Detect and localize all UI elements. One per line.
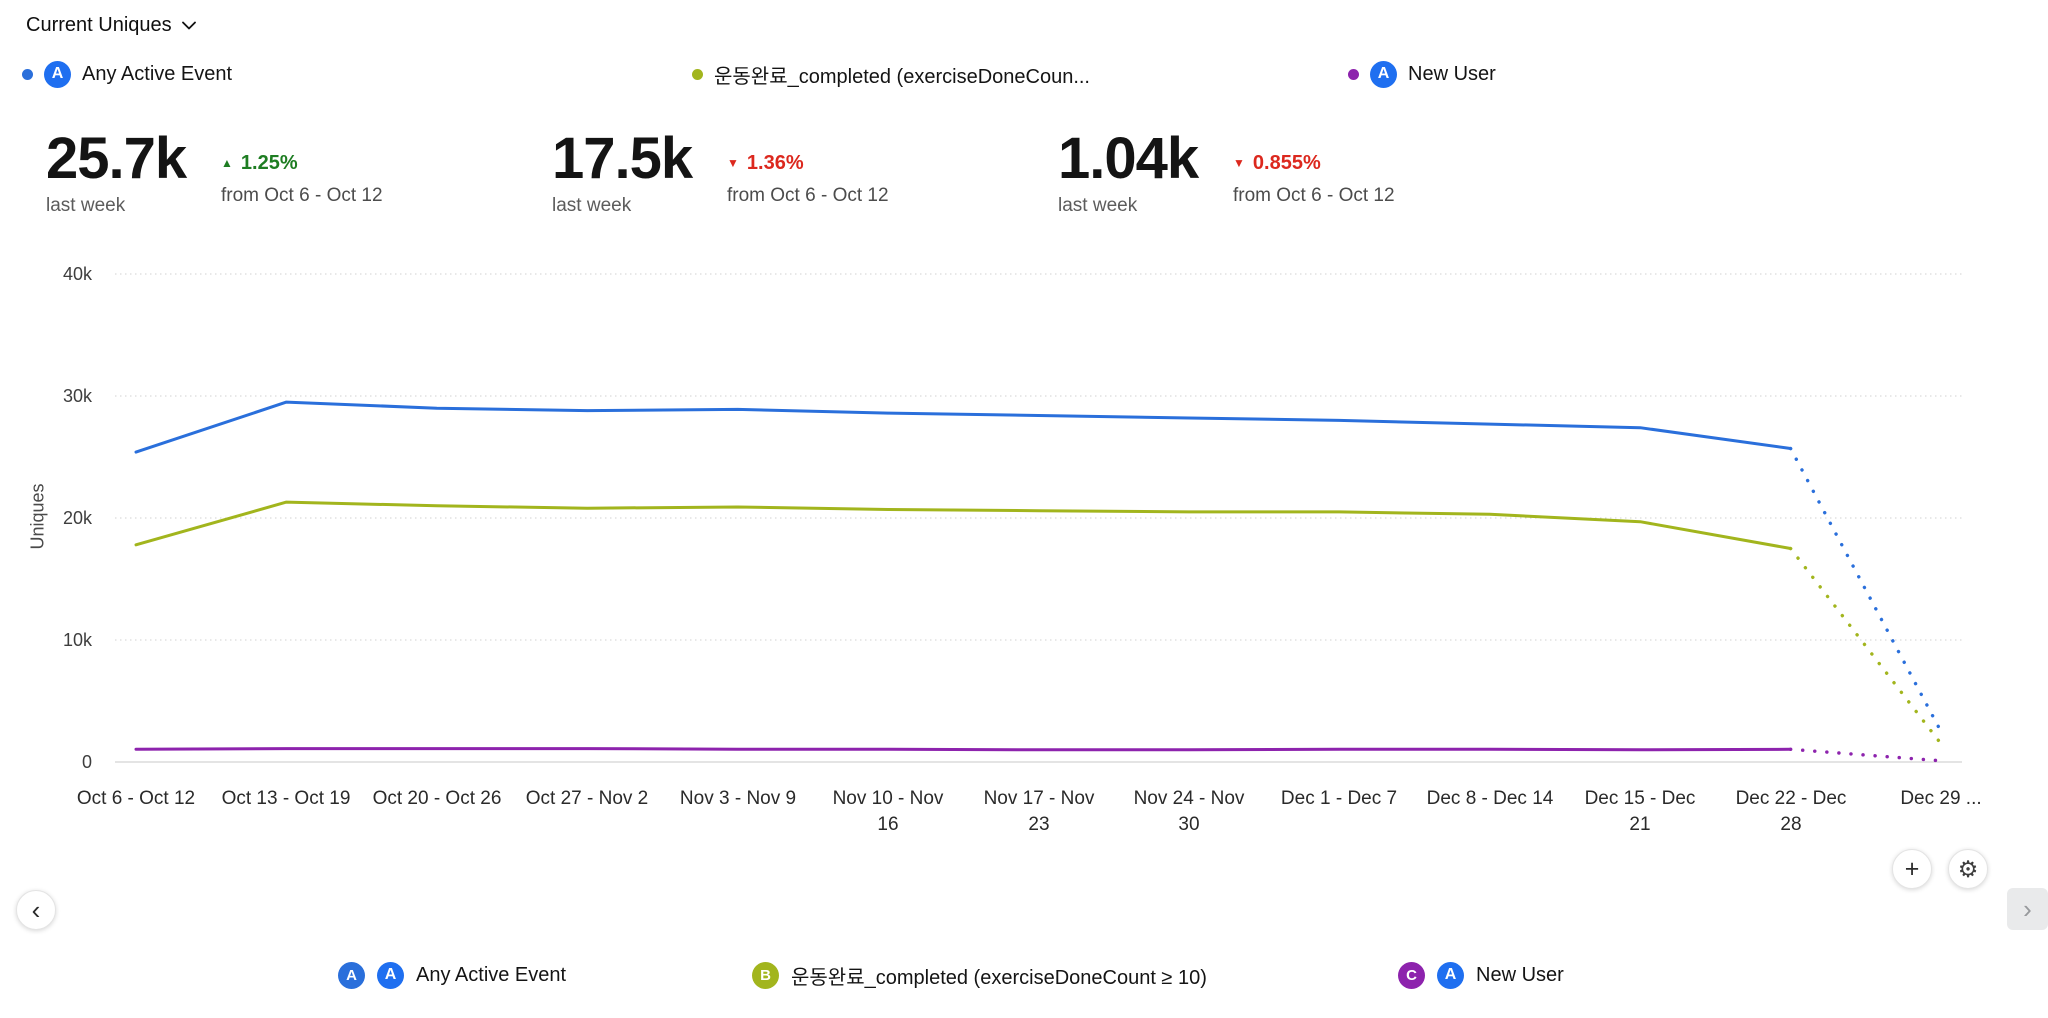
metric-period: last week [46, 195, 126, 216]
x-axis-label: Nov 24 - Nov 30 [1133, 788, 1245, 835]
metric-change: ▼ 0.855% [1233, 151, 1395, 175]
summary-card-any-active-event: 25.7k last week ▲ 1.25% from Oct 6 - Oct… [46, 130, 383, 217]
series-line-projection-1[interactable] [1788, 546, 1943, 746]
y-axis-tick-label: 30k [62, 386, 92, 406]
metric-value: 1.04k [1058, 126, 1199, 191]
series-badge-a: A [338, 961, 365, 989]
x-axis-label: Dec 1 - Dec 7 [1280, 788, 1398, 809]
series-badge-c: C [1398, 961, 1425, 989]
trend-down-icon: ▼ [1233, 156, 1245, 170]
amplitude-logo-icon: A [1370, 60, 1397, 88]
chevron-down-icon [181, 17, 196, 35]
y-axis-tick-label: 40k [62, 264, 92, 284]
comparison-range: from Oct 6 - Oct 12 [221, 185, 383, 206]
series-badge-b: B [752, 961, 779, 989]
add-annotation-button[interactable]: + [1892, 849, 1932, 889]
series-legend-new-user[interactable]: A New User [1348, 58, 1496, 90]
comparison-range: from Oct 6 - Oct 12 [727, 185, 889, 206]
summary-card-exercise-completed: 17.5k last week ▼ 1.36% from Oct 6 - Oct… [552, 130, 889, 217]
x-axis-label: Oct 6 - Oct 12 [76, 788, 196, 809]
summary-card-new-user: 1.04k last week ▼ 0.855% from Oct 6 - Oc… [1058, 130, 1395, 217]
amplitude-logo-icon: A [377, 961, 404, 989]
metric-change: ▼ 1.36% [727, 151, 889, 175]
series-name: Any Active Event [82, 62, 233, 85]
x-axis-label: Nov 3 - Nov 9 [679, 788, 797, 809]
uniques-line-chart[interactable] [0, 250, 2048, 790]
x-axis-label: Oct 27 - Nov 2 [525, 788, 649, 809]
series-line-projection-2[interactable] [1788, 747, 1943, 763]
series-name: New User [1408, 62, 1496, 85]
chevron-right-icon: › [2023, 893, 2032, 924]
metric-value: 17.5k [552, 126, 693, 191]
x-axis-label: Nov 10 - Nov 16 [832, 788, 944, 835]
metric-change: ▲ 1.25% [221, 151, 383, 175]
metric-period: last week [552, 195, 632, 216]
series-dot-icon [1348, 68, 1359, 80]
series-line-projection-0[interactable] [1788, 446, 1943, 734]
series-line-0[interactable] [134, 400, 1793, 454]
y-axis-tick-label: 20k [62, 508, 92, 528]
plus-icon: + [1904, 854, 1920, 883]
chart-settings-button[interactable]: ⚙ [1948, 849, 1988, 889]
comparison-range: from Oct 6 - Oct 12 [1233, 185, 1395, 206]
metric-period: last week [1058, 195, 1138, 216]
scroll-right-button[interactable]: › [2007, 888, 2048, 930]
x-axis-label: Nov 17 - Nov 23 [983, 788, 1095, 835]
series-dot-icon [692, 68, 703, 80]
x-axis-label: Dec 8 - Dec 14 [1426, 788, 1554, 809]
legend-label: Any Active Event [416, 963, 567, 986]
x-axis-label: Oct 13 - Oct 19 [221, 788, 351, 809]
amplitude-logo-icon: A [1437, 961, 1464, 989]
x-axis-label: Dec 15 - Dec 21 [1584, 788, 1696, 835]
collapse-panel-button[interactable]: ‹ [16, 890, 56, 930]
x-axis-label: Oct 20 - Oct 26 [372, 788, 502, 809]
chevron-left-icon: ‹ [31, 894, 41, 925]
x-axis-label: Dec 22 - Dec 28 [1735, 788, 1847, 835]
legend-label: 운동완료_completed (exerciseDoneCount ≥ 10) [791, 966, 1207, 989]
amplitude-logo-icon: A [44, 60, 71, 88]
change-percent: 1.36% [746, 152, 804, 174]
trend-down-icon: ▼ [727, 156, 739, 170]
legend-item-new-user[interactable]: C A New User [1398, 960, 1564, 990]
legend-item-exercise-completed[interactable]: B 운동완료_completed (exerciseDoneCount ≥ 10… [752, 960, 1207, 990]
metric-type-label: Current Uniques [26, 14, 172, 36]
legend-label: New User [1476, 963, 1564, 986]
series-name: 운동완료_completed (exerciseDoneCoun... [714, 65, 1090, 88]
trend-up-icon: ▲ [221, 156, 233, 170]
series-legend-exercise-completed[interactable]: 운동완료_completed (exerciseDoneCoun... [692, 58, 1090, 90]
series-line-1[interactable] [134, 500, 1793, 550]
change-percent: 0.855% [1252, 152, 1321, 174]
series-legend-any-active-event[interactable]: A Any Active Event [22, 58, 232, 90]
gear-icon: ⚙ [1957, 855, 1979, 882]
legend-item-any-active-event[interactable]: A A Any Active Event [338, 960, 566, 990]
metric-value: 25.7k [46, 126, 187, 191]
change-percent: 1.25% [240, 152, 298, 174]
y-axis-tick-label: 10k [62, 630, 92, 650]
series-line-2[interactable] [134, 747, 1793, 752]
metric-type-dropdown[interactable]: Current Uniques [26, 14, 196, 37]
series-dot-icon [22, 68, 33, 80]
x-axis-label: Dec 29 ... [1900, 788, 1982, 809]
y-axis-tick-label: 0 [81, 752, 92, 772]
